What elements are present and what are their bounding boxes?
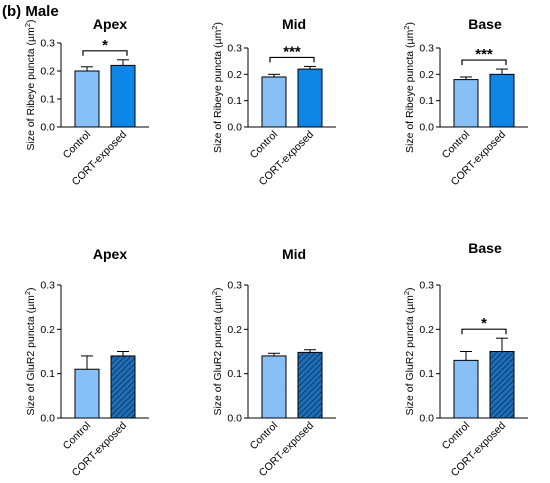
bar-cort-exposed <box>110 355 136 419</box>
bar-cort-exposed <box>297 351 323 419</box>
significance-bracket <box>82 50 128 56</box>
bar-control <box>261 76 287 128</box>
significance-marker: *** <box>475 46 493 63</box>
significance-marker: * <box>481 315 487 332</box>
y-tick-label: 0.2 <box>40 324 55 336</box>
y-tick-label: 0.2 <box>227 69 242 81</box>
y-tick-label: 0.3 <box>40 280 55 292</box>
y-tick-label: 0.1 <box>227 95 242 107</box>
y-tick-label: 0.3 <box>419 280 434 292</box>
chart-title: Base <box>468 240 502 256</box>
bar-cort-exposed <box>489 351 515 419</box>
bar-control <box>74 368 100 419</box>
bar-control <box>261 355 287 419</box>
y-tick-label: 0.0 <box>227 413 242 425</box>
significance-bracket <box>461 59 507 66</box>
y-tick-label: 0.0 <box>419 122 434 134</box>
y-tick-label: 0.3 <box>40 38 55 50</box>
y-tick-label: 0.1 <box>227 368 242 380</box>
significance-bracket <box>461 328 507 335</box>
y-tick-label: 0.2 <box>419 324 434 336</box>
y-axis-label: Size of GluR2 puncta (µm2) <box>23 287 37 415</box>
bar-cort-exposed <box>297 68 323 128</box>
significance-marker: *** <box>283 43 301 60</box>
y-tick-label: 0.0 <box>40 413 55 425</box>
significance-marker: * <box>102 37 108 54</box>
chart-title: Base <box>468 16 502 32</box>
y-axis-label: Size of GluR2 puncta (µm2) <box>210 287 224 415</box>
chart-title: Mid <box>282 246 306 262</box>
bar-control <box>453 79 479 128</box>
y-tick-label: 0.1 <box>40 368 55 380</box>
x-tick-label: Control <box>61 420 93 452</box>
y-tick-label: 0.3 <box>227 43 242 55</box>
y-axis-label: Size of Ribeye puncta (µm2) <box>23 19 37 150</box>
chart-title: Mid <box>282 16 306 32</box>
significance-bracket <box>269 56 315 63</box>
y-tick-label: 0.0 <box>419 413 434 425</box>
x-tick-label: Control <box>248 420 280 452</box>
bar-cort-exposed <box>110 64 136 128</box>
y-tick-label: 0.3 <box>227 280 242 292</box>
y-axis-label: Size of Ribeye puncta (µm2) <box>210 22 224 153</box>
bar-control <box>453 359 479 419</box>
chart-title: Apex <box>93 16 127 32</box>
y-tick-label: 0.1 <box>419 95 434 107</box>
y-tick-label: 0.3 <box>419 43 434 55</box>
y-tick-label: 0.2 <box>227 324 242 336</box>
y-tick-label: 0.0 <box>227 122 242 134</box>
x-tick-label: Control <box>440 420 472 452</box>
panel-label: (b) Male <box>2 3 59 20</box>
y-tick-label: 0.1 <box>40 94 55 106</box>
bar-cort-exposed <box>489 73 515 128</box>
y-tick-label: 0.0 <box>40 122 55 134</box>
y-axis-label: Size of GluR2 puncta (µm2) <box>402 287 416 415</box>
bar-control <box>74 70 100 128</box>
chart-title: Apex <box>93 246 127 262</box>
x-tick-label: Control <box>440 129 472 161</box>
y-tick-label: 0.1 <box>419 368 434 380</box>
y-tick-label: 0.2 <box>419 69 434 81</box>
x-tick-label: Control <box>61 129 93 161</box>
y-axis-label: Size of Ribeye puncta (µm2) <box>402 22 416 153</box>
y-tick-label: 0.2 <box>40 66 55 78</box>
x-tick-label: Control <box>248 129 280 161</box>
